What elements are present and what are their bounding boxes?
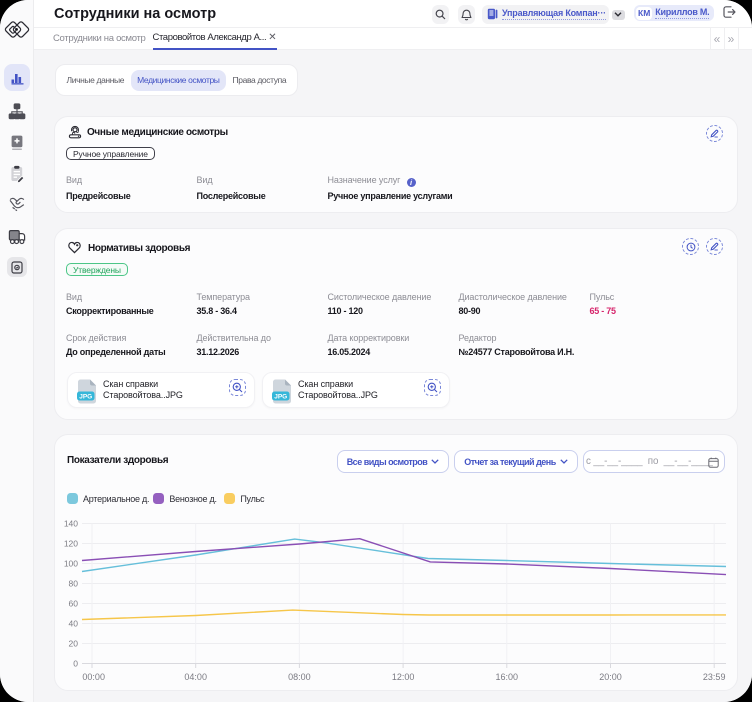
svg-text:140: 140 xyxy=(64,519,78,529)
svg-text:JPG: JPG xyxy=(79,393,92,400)
svg-text:20: 20 xyxy=(69,639,79,649)
svg-text:00:00: 00:00 xyxy=(82,672,105,682)
svg-text:60: 60 xyxy=(69,599,79,609)
svg-text:08:00: 08:00 xyxy=(288,672,311,682)
svg-text:12:00: 12:00 xyxy=(392,672,415,682)
svg-text:40: 40 xyxy=(69,619,79,629)
svg-text:16:00: 16:00 xyxy=(496,672,519,682)
svg-text:04:00: 04:00 xyxy=(184,672,207,682)
svg-text:0: 0 xyxy=(73,659,78,669)
svg-text:JPG: JPG xyxy=(274,393,287,400)
svg-text:100: 100 xyxy=(64,559,78,569)
svg-text:20:00: 20:00 xyxy=(599,672,622,682)
svg-text:80: 80 xyxy=(69,579,79,589)
svg-text:23:59: 23:59 xyxy=(703,672,726,682)
svg-text:120: 120 xyxy=(64,539,78,549)
